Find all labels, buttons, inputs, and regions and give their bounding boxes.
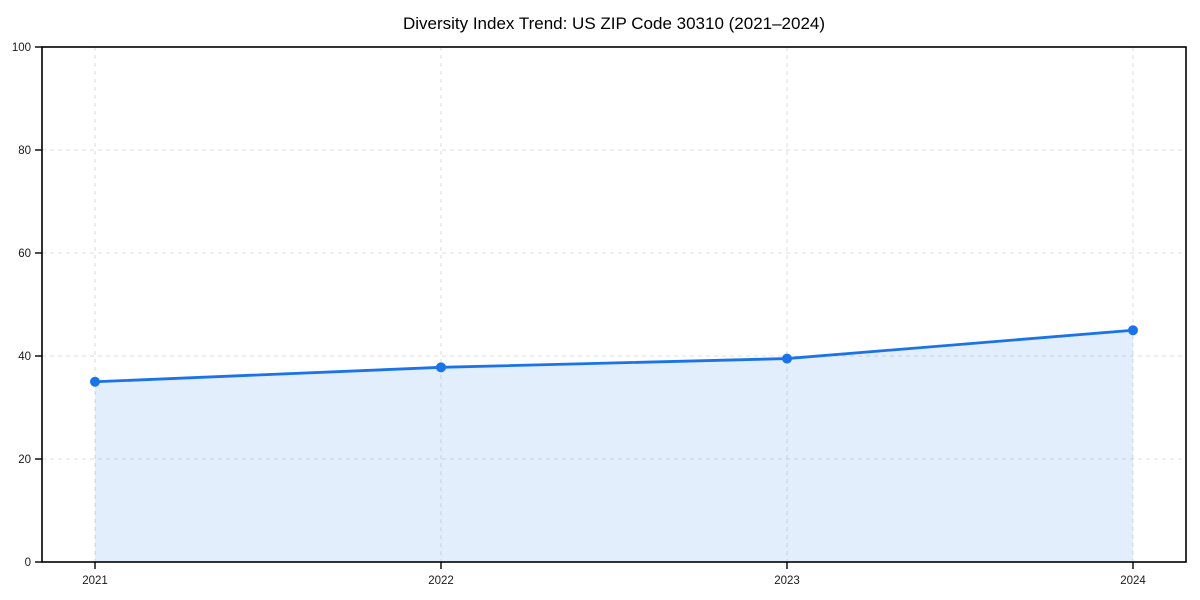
- data-points: [90, 325, 1138, 387]
- series-line: [93, 328, 1135, 384]
- y-axis-tick-label: 60: [18, 248, 31, 260]
- chart-title: Diversity Index Trend: US ZIP Code 30310…: [403, 14, 825, 33]
- x-axis-tick-label: 2024: [1120, 575, 1146, 587]
- tick-marks: [35, 46, 1134, 569]
- y-axis-tick-label: 80: [18, 145, 31, 157]
- x-axis-tick-label: 2022: [428, 575, 454, 587]
- x-axis-tick-label: 2021: [82, 575, 108, 587]
- x-axis-tick-label: 2023: [774, 575, 800, 587]
- area-fill: [95, 330, 1133, 562]
- series-area-fill: [95, 330, 1133, 562]
- axes-spines: [41, 46, 1187, 563]
- data-point-marker: [1128, 325, 1138, 336]
- y-axis-tick-label: 40: [18, 351, 31, 363]
- trend-line: [93, 328, 1135, 384]
- data-point-marker: [782, 353, 792, 364]
- plot-border: [41, 46, 1187, 563]
- y-axis-tick-label: 0: [25, 557, 31, 569]
- y-axis-tick-label: 20: [18, 454, 31, 466]
- y-axis-tick-label: 100: [12, 42, 31, 54]
- tick-labels: 0 20 40 60 80 100 2021 2022 2023 2024: [12, 42, 1147, 587]
- data-point-marker: [436, 362, 446, 373]
- data-point-marker: [90, 376, 100, 387]
